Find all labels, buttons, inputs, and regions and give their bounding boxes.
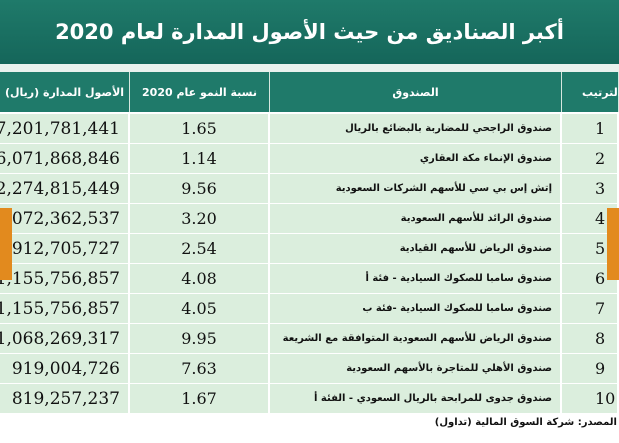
table-row: 819,257,237 1.67 صندوق جدوى للمرابحة بالري… xyxy=(0,384,619,415)
header-divider xyxy=(0,64,619,72)
header-fund: الصندوق xyxy=(270,72,562,112)
rank-cell: 2 xyxy=(562,144,619,173)
assets-cell: 17,201,781,441 xyxy=(0,114,130,143)
header-growth: نسبة النمو عام 2020 xyxy=(130,72,270,112)
table-header: الأصول المدارة (ريال) نسبة النمو عام 202… xyxy=(0,72,619,112)
table-row: 1,068,269,317 9.95 صندوق الرياض للأسهم الس… xyxy=(0,324,619,355)
rank-cell: 3 xyxy=(562,174,619,203)
growth-cell: 1.14 xyxy=(130,144,270,173)
left-edge-marker xyxy=(0,208,12,280)
growth-cell: 7.63 xyxy=(130,354,270,383)
assets-cell: 1,155,756,857 xyxy=(0,264,130,293)
table-row: 2,274,815,449 9.56 إتش إس بي سي للأسهم الش… xyxy=(0,174,619,205)
table-row: 1,155,756,857 4.05 صندوق سامبا للصكوك السي… xyxy=(0,294,619,325)
rank-cell: 7 xyxy=(562,294,619,323)
assets-cell: 6,071,868,846 xyxy=(0,144,130,173)
rank-cell: 9 xyxy=(562,354,619,383)
fund-name-cell: صندوق الإنماء مكة العقاري xyxy=(270,144,562,173)
rank-cell: 10 xyxy=(562,384,619,413)
rank-cell: 8 xyxy=(562,324,619,353)
fund-name-cell: إتش إس بي سي للأسهم الشركات السعودية xyxy=(270,174,562,203)
header-assets: الأصول المدارة (ريال) xyxy=(0,72,130,112)
right-edge-marker xyxy=(607,208,619,280)
table-row: 919,004,726 7.63 صندوق الأهلي للمتاجرة بال… xyxy=(0,354,619,385)
assets-cell: 919,004,726 xyxy=(0,354,130,383)
fund-name-cell: صندوق الرائد للأسهم السعودية xyxy=(270,204,562,233)
header-rank: الترتيب xyxy=(562,72,619,112)
fund-name-cell: صندوق سامبا للصكوك السيادية -فئة ب xyxy=(270,294,562,323)
assets-cell: 2,274,815,449 xyxy=(0,174,130,203)
assets-cell: 819,257,237 xyxy=(0,384,130,413)
fund-name-cell: صندوق سامبا للصكوك السيادية - فئة أ xyxy=(270,264,562,293)
assets-cell: 1,155,756,857 xyxy=(0,294,130,323)
page-title: أكبر الصناديق من حيث الأصول المدارة لعام… xyxy=(0,0,619,64)
growth-cell: 1.67 xyxy=(130,384,270,413)
table-row: 2,072,362,537 3.20 صندوق الرائد للأسهم الس… xyxy=(0,204,619,235)
fund-name-cell: صندوق جدوى للمرابحة بالريال السعودي - ال… xyxy=(270,384,562,413)
table-row: 1,155,756,857 4.08 صندوق سامبا للصكوك السي… xyxy=(0,264,619,295)
assets-cell: 1,912,705,727 xyxy=(0,234,130,263)
rank-cell: 1 xyxy=(562,114,619,143)
table-row: 1,912,705,727 2.54 صندوق الرياض للأسهم الق… xyxy=(0,234,619,265)
table-row: 6,071,868,846 1.14 صندوق الإنماء مكة العقا… xyxy=(0,144,619,175)
growth-cell: 1.65 xyxy=(130,114,270,143)
growth-cell: 4.08 xyxy=(130,264,270,293)
growth-cell: 9.95 xyxy=(130,324,270,353)
growth-cell: 4.05 xyxy=(130,294,270,323)
growth-cell: 3.20 xyxy=(130,204,270,233)
assets-cell: 2,072,362,537 xyxy=(0,204,130,233)
fund-name-cell: صندوق الراجحي للمضاربة بالبضائع بالريال xyxy=(270,114,562,143)
fund-name-cell: صندوق الرياض للأسهم القيادية xyxy=(270,234,562,263)
growth-cell: 9.56 xyxy=(130,174,270,203)
source-note: المصدر: شركة السوق المالية (تداول) xyxy=(434,417,617,428)
fund-name-cell: صندوق الرياض للأسهم السعودية المتوافقة م… xyxy=(270,324,562,353)
growth-cell: 2.54 xyxy=(130,234,270,263)
fund-name-cell: صندوق الأهلي للمتاجرة بالأسهم السعودية xyxy=(270,354,562,383)
assets-cell: 1,068,269,317 xyxy=(0,324,130,353)
